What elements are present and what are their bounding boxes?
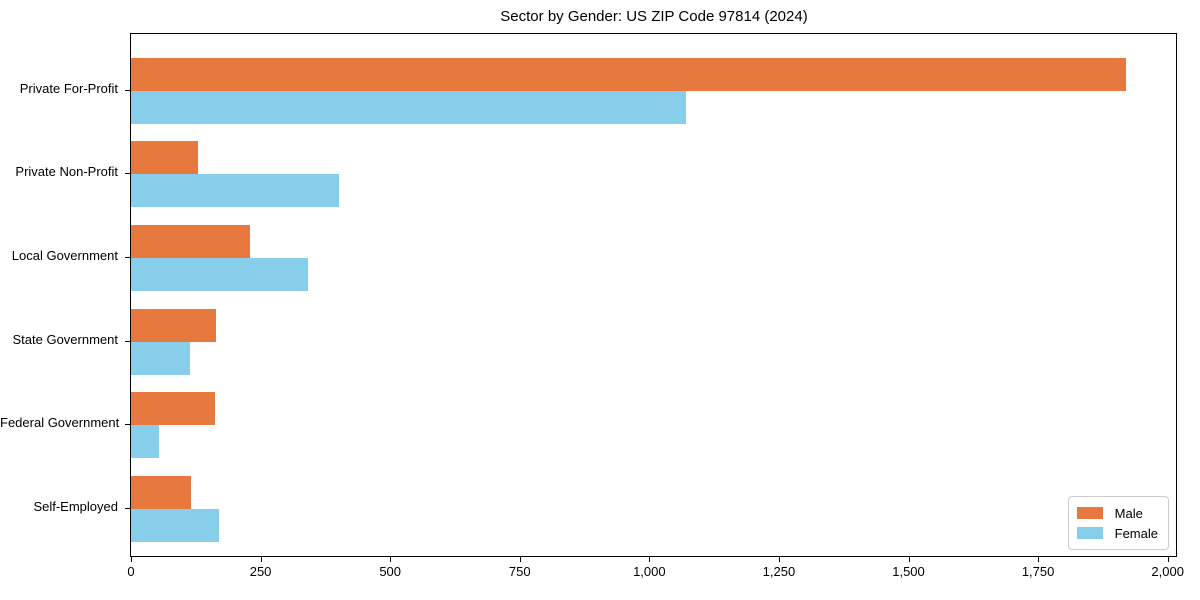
x-tick-label: 2,000 [1151, 564, 1184, 579]
x-tick-label: 1,500 [892, 564, 925, 579]
y-axis-label: State Government [12, 331, 119, 347]
legend-row: Female [1076, 523, 1158, 543]
x-tick-mark [131, 557, 132, 562]
x-tick-mark [260, 557, 262, 562]
x-tick-mark [390, 557, 392, 562]
legend-swatch-female [1076, 527, 1103, 539]
x-tick-mark [908, 557, 910, 562]
x-tick-label: 1,750 [1021, 564, 1055, 579]
y-tick-mark [125, 89, 130, 91]
x-tick-label: 1,000 [633, 564, 666, 579]
bar-male [131, 476, 192, 509]
bar-male [131, 308, 216, 342]
x-tick-label: 500 [379, 564, 402, 579]
x-tick-mark [778, 557, 780, 562]
y-axis-label: Private For-Profit [19, 80, 118, 96]
y-tick-mark [125, 424, 130, 426]
y-axis-label: Local Government [11, 247, 118, 263]
x-tick-mark [1038, 557, 1040, 562]
x-tick-mark [649, 557, 651, 562]
y-axis-label: Self-Employed [33, 499, 118, 514]
y-axis-label: Private Non-Profit [15, 164, 118, 180]
legend-label: Male [1114, 505, 1143, 521]
x-tick-label: 750 [508, 564, 531, 579]
x-tick-mark [519, 557, 521, 562]
x-tick-label: 250 [249, 564, 272, 579]
y-tick-mark [125, 173, 130, 175]
x-tick-label: 0 [127, 564, 135, 579]
bar-female [131, 341, 191, 375]
x-tick-mark [1167, 557, 1169, 562]
bar-male [131, 57, 1127, 91]
bar-female [131, 425, 159, 459]
x-tick-label: 1,250 [762, 564, 796, 579]
legend-label: Female [1114, 525, 1158, 541]
plot-area: Male Female [130, 33, 1177, 557]
y-tick-mark [125, 340, 130, 342]
y-tick-mark [125, 256, 130, 258]
bar-male [131, 392, 215, 426]
bar-male [131, 141, 199, 175]
legend: Male Female [1067, 496, 1169, 550]
bar-male [131, 224, 250, 258]
y-axis-label: Federal Government [0, 415, 120, 431]
legend-swatch-male [1076, 507, 1103, 519]
bar-female [131, 90, 687, 124]
bar-female [131, 174, 340, 208]
chart-title: Sector by Gender: US ZIP Code 97814 (202… [500, 8, 808, 25]
legend-row: Male [1076, 503, 1158, 523]
y-tick-mark [125, 508, 130, 509]
bar-female [131, 509, 219, 542]
bar-female [131, 257, 309, 291]
